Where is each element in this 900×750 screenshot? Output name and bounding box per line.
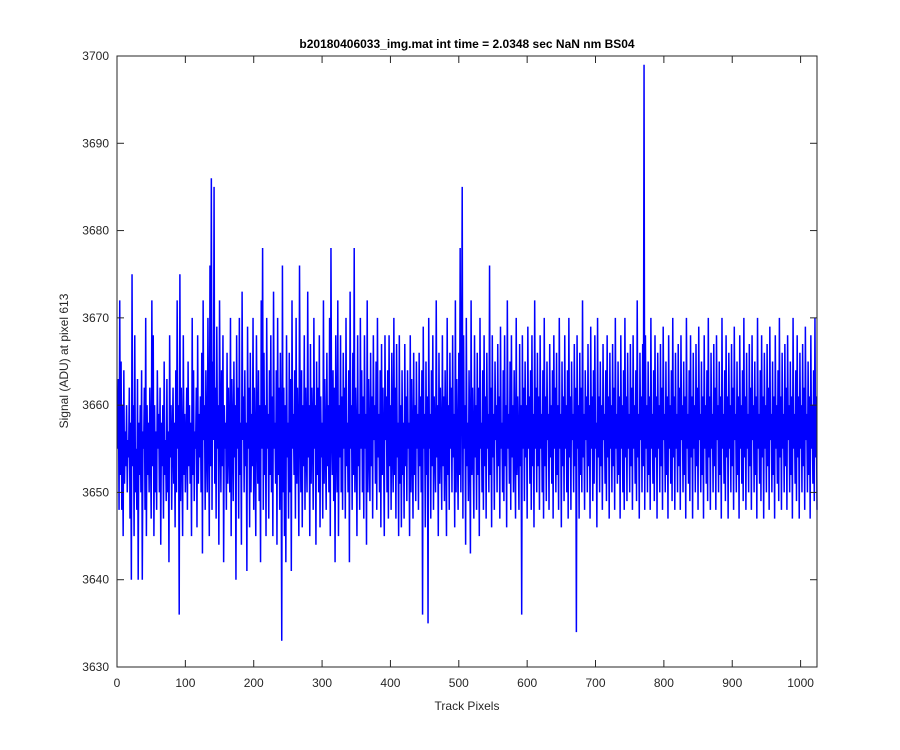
x-tick-label: 500 [449,676,469,690]
x-tick-label: 200 [244,676,264,690]
x-tick-label: 700 [586,676,606,690]
y-tick-label: 3690 [82,136,109,150]
axes-box [116,55,818,668]
x-axis-label: Track Pixels [435,699,500,713]
x-tick-label: 300 [312,676,332,690]
series-layer [116,64,818,641]
x-tick-label: 400 [380,676,400,690]
x-tick-label: 800 [654,676,674,690]
y-tick-label: 3650 [82,485,109,499]
y-tick-label: 3630 [82,660,109,674]
y-tick-label: 3670 [82,311,109,325]
x-tick-label: 600 [517,676,537,690]
y-axis-label: Signal (ADU) at pixel 613 [57,293,71,428]
x-tick-label: 0 [114,676,121,690]
y-tick-label: 3680 [82,224,109,238]
x-tick-label: 100 [175,676,195,690]
y-tick-label: 3700 [82,49,109,63]
y-tick-label: 3660 [82,398,109,412]
series-line [116,64,818,641]
x-axis-ticks: 0 100 200 300 400 500 600 700 800 900 1000 [114,56,814,690]
y-axis-ticks: 3630 3640 3650 3660 3670 3680 3690 3700 [82,49,817,674]
y-tick-label: 3640 [82,573,109,587]
x-tick-label: 900 [722,676,742,690]
x-tick-label: 1000 [787,676,814,690]
chart-title: b20180406033_img.mat int time = 2.0348 s… [299,37,635,51]
